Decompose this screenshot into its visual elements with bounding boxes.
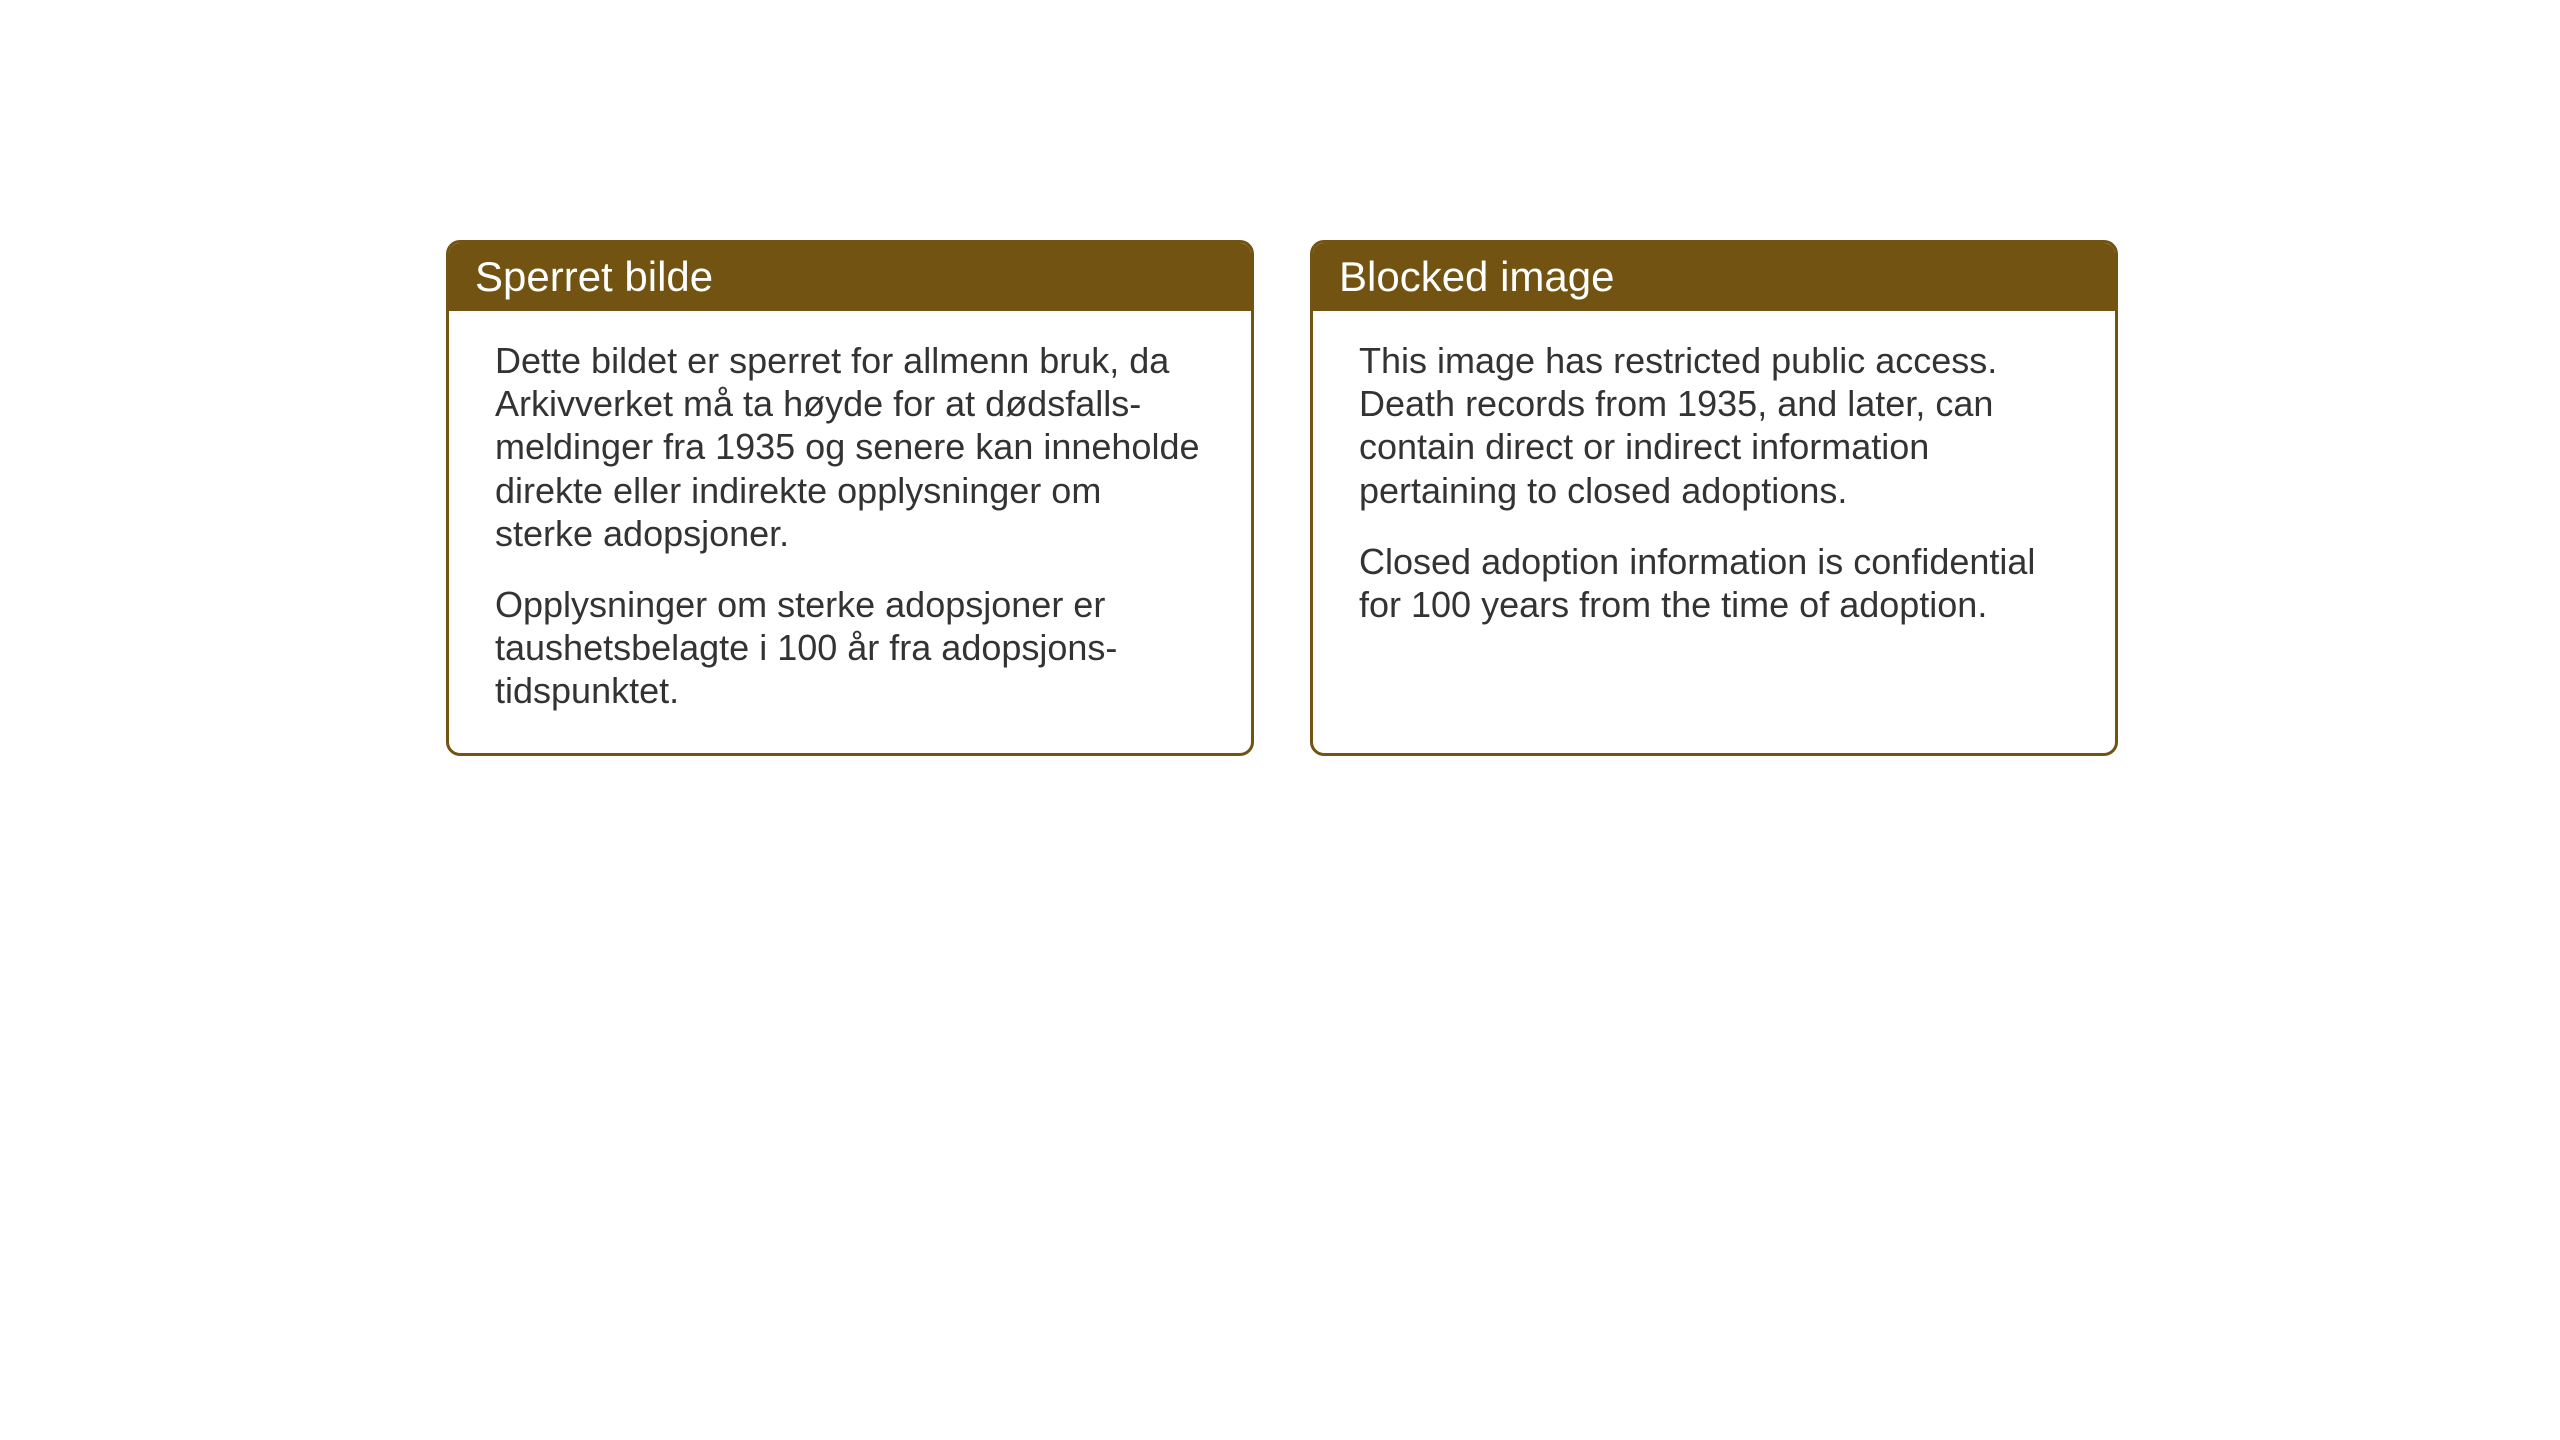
card-norwegian: Sperret bilde Dette bildet er sperret fo… — [446, 240, 1254, 756]
card-english: Blocked image This image has restricted … — [1310, 240, 2118, 756]
card-english-title: Blocked image — [1339, 253, 1614, 300]
card-english-paragraph-2: Closed adoption information is confident… — [1359, 540, 2069, 626]
card-english-header: Blocked image — [1313, 243, 2115, 311]
cards-container: Sperret bilde Dette bildet er sperret fo… — [446, 240, 2118, 756]
card-norwegian-body: Dette bildet er sperret for allmenn bruk… — [449, 311, 1251, 753]
card-norwegian-paragraph-1: Dette bildet er sperret for allmenn bruk… — [495, 339, 1205, 555]
card-english-body: This image has restricted public access.… — [1313, 311, 2115, 666]
card-norwegian-header: Sperret bilde — [449, 243, 1251, 311]
card-norwegian-title: Sperret bilde — [475, 253, 713, 300]
card-norwegian-paragraph-2: Opplysninger om sterke adopsjoner er tau… — [495, 583, 1205, 713]
card-english-paragraph-1: This image has restricted public access.… — [1359, 339, 2069, 512]
